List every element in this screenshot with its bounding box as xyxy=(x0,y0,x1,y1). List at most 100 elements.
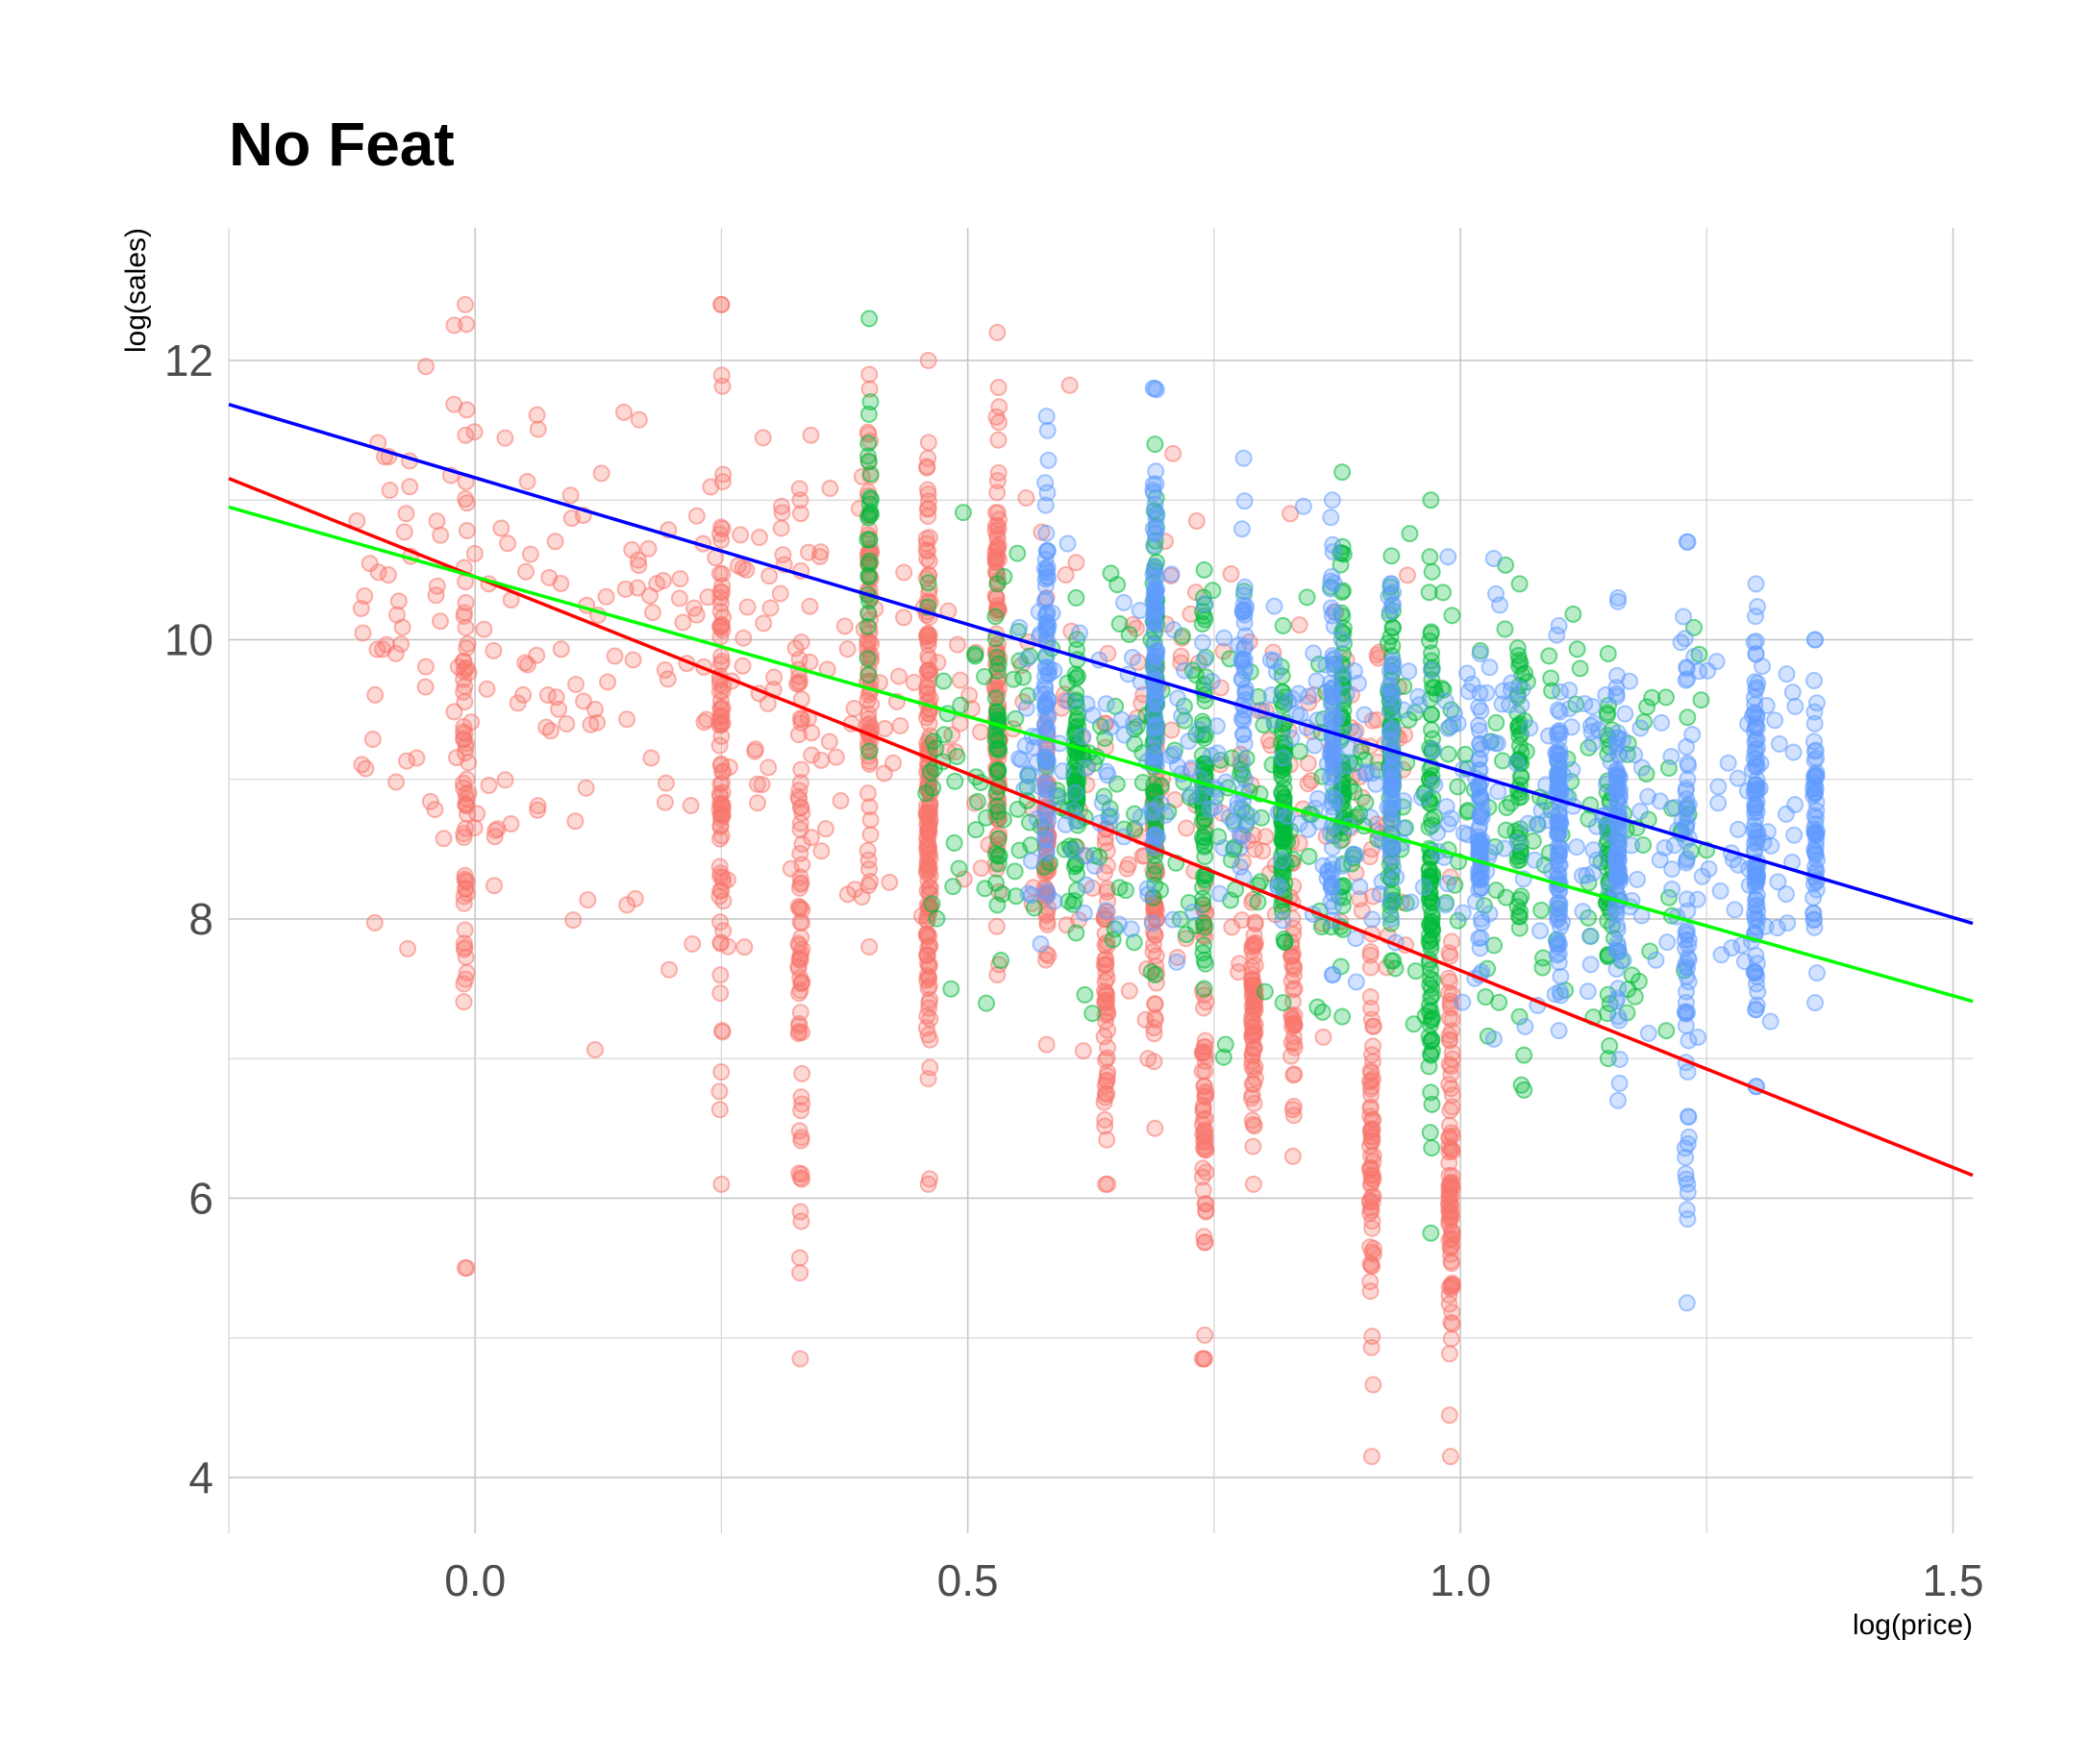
data-point xyxy=(921,1058,939,1077)
data-point xyxy=(1597,685,1615,704)
data-point xyxy=(1778,665,1796,683)
data-point xyxy=(995,567,1013,585)
data-point xyxy=(812,842,831,860)
data-point xyxy=(538,685,557,704)
data-point xyxy=(1066,783,1084,802)
data-point xyxy=(1440,1406,1458,1425)
data-point xyxy=(1380,679,1398,697)
data-point xyxy=(792,1129,810,1147)
data-point xyxy=(561,486,580,505)
data-point xyxy=(1232,653,1251,671)
data-point xyxy=(368,640,386,658)
data-point xyxy=(1075,904,1093,922)
data-point xyxy=(1379,634,1397,653)
data-point xyxy=(1323,491,1341,509)
data-point xyxy=(1439,815,1457,833)
data-point xyxy=(575,692,593,710)
data-point xyxy=(1195,951,1213,969)
data-point xyxy=(921,1170,939,1188)
data-point xyxy=(859,617,877,635)
data-point xyxy=(1025,738,1043,757)
data-point xyxy=(1449,778,1467,796)
data-point xyxy=(1755,833,1773,852)
data-point xyxy=(1609,1091,1628,1109)
data-point xyxy=(1298,588,1316,607)
data-point xyxy=(734,629,753,647)
data-point xyxy=(1131,602,1149,620)
data-point xyxy=(1196,610,1214,629)
data-point xyxy=(1423,562,1441,581)
data-point xyxy=(1136,1010,1155,1029)
data-point xyxy=(1524,832,1542,851)
data-point xyxy=(478,680,496,698)
data-point xyxy=(1196,871,1214,889)
data-point xyxy=(928,909,946,928)
data-point xyxy=(1656,688,1675,707)
data-point xyxy=(1162,721,1181,739)
data-point xyxy=(1711,882,1730,900)
data-point xyxy=(948,635,966,654)
data-point xyxy=(1512,696,1531,714)
data-point xyxy=(935,726,954,744)
data-point xyxy=(1362,1448,1381,1466)
data-point xyxy=(1078,695,1096,713)
data-point xyxy=(859,405,878,423)
data-point xyxy=(1338,757,1357,775)
data-point xyxy=(1410,696,1429,714)
data-point xyxy=(1425,807,1443,826)
data-point xyxy=(1332,556,1350,574)
data-point xyxy=(1466,892,1484,910)
data-point xyxy=(860,798,879,816)
data-point xyxy=(1235,492,1254,510)
data-point xyxy=(585,700,604,718)
data-point xyxy=(1440,1177,1458,1195)
data-point xyxy=(1180,893,1198,911)
data-point xyxy=(790,879,809,897)
data-point xyxy=(1481,658,1499,677)
data-point xyxy=(1439,548,1457,566)
data-point xyxy=(812,751,831,769)
data-point xyxy=(946,772,964,790)
data-point xyxy=(976,667,994,685)
data-point xyxy=(1443,1315,1461,1333)
data-point xyxy=(354,624,372,642)
data-point xyxy=(1275,779,1293,797)
data-point xyxy=(1067,924,1085,942)
data-point xyxy=(1173,707,1191,725)
data-point xyxy=(1679,1210,1697,1229)
data-point xyxy=(791,1203,809,1221)
data-point xyxy=(889,667,908,685)
data-point xyxy=(1607,730,1626,748)
data-point xyxy=(1549,838,1567,857)
data-point xyxy=(624,651,642,669)
data-point xyxy=(432,526,450,544)
data-point xyxy=(1195,809,1213,828)
data-point xyxy=(917,1019,935,1037)
data-point xyxy=(1662,747,1680,765)
data-point xyxy=(1677,923,1695,941)
data-point xyxy=(1683,726,1702,744)
data-point xyxy=(712,518,731,536)
data-point xyxy=(1045,892,1063,910)
data-point xyxy=(1018,650,1036,668)
data-point xyxy=(1195,936,1213,955)
data-point xyxy=(710,857,729,876)
data-point xyxy=(1552,967,1570,985)
data-point xyxy=(1395,819,1413,837)
data-point xyxy=(1095,1028,1113,1046)
data-point xyxy=(455,894,473,912)
data-point xyxy=(1516,1017,1534,1035)
data-point xyxy=(1364,1147,1382,1165)
data-point xyxy=(861,873,880,891)
data-point xyxy=(1300,847,1318,865)
data-point xyxy=(1162,565,1181,584)
data-point xyxy=(737,560,756,579)
data-point xyxy=(711,984,730,1003)
data-point xyxy=(1077,847,1095,865)
data-point xyxy=(1806,825,1825,843)
data-point xyxy=(1373,873,1391,891)
data-point xyxy=(1196,1138,1214,1156)
data-point xyxy=(456,921,474,939)
data-point xyxy=(1083,1005,1102,1023)
data-point xyxy=(820,733,838,751)
